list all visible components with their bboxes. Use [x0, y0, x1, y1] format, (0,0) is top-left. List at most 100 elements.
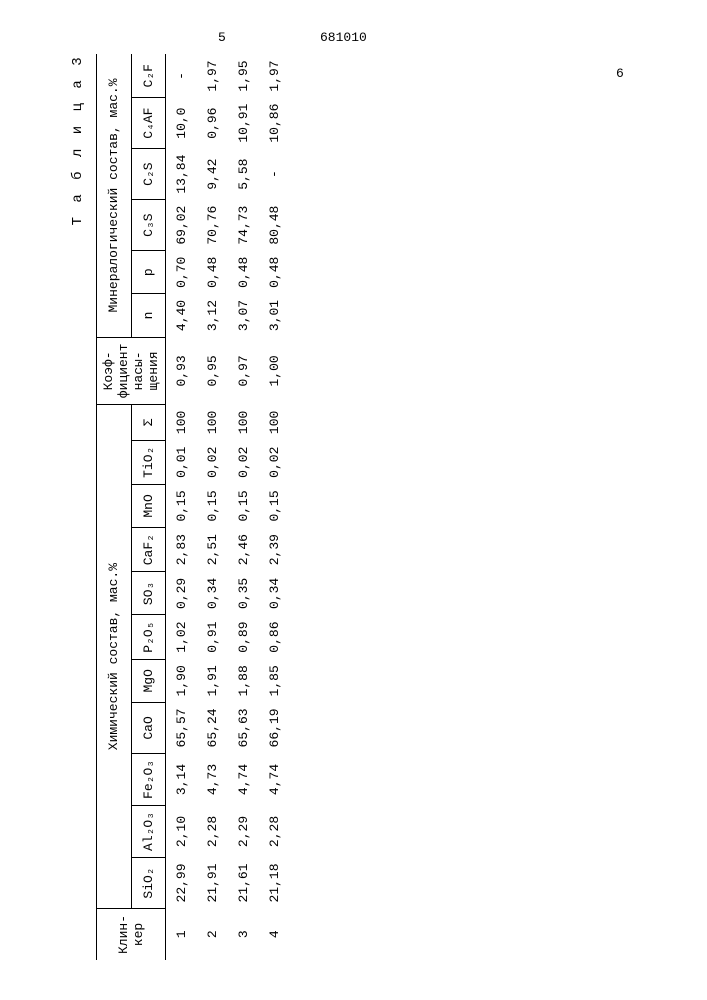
- rotated-table-region: Т а б л и ц а 3 Клин- кер Химический сос…: [72, 54, 290, 960]
- doc-number: 681010: [320, 30, 367, 45]
- table-cell: 66,19: [259, 702, 290, 753]
- col-tio2: TiO₂: [131, 440, 166, 484]
- table-cell: 0,48: [259, 251, 290, 294]
- table-cell: 2,39: [259, 528, 290, 572]
- table-cell: 13,84: [166, 149, 198, 200]
- table-cell: 2: [197, 908, 228, 960]
- table-cell: 5,58: [228, 149, 259, 200]
- table-cell: 100: [259, 405, 290, 440]
- col-sum: Σ: [131, 405, 166, 440]
- table-cell: 9,42: [197, 149, 228, 200]
- table-cell: 0,02: [197, 440, 228, 484]
- table-cell: 0,70: [166, 251, 198, 294]
- table-cell: 21,91: [197, 857, 228, 908]
- table-row: 122,992,103,1465,571,901,020,292,830,150…: [166, 54, 198, 960]
- table-cell: 0,89: [228, 615, 259, 659]
- table-cell: 21,18: [259, 857, 290, 908]
- table-cell: 0,86: [259, 615, 290, 659]
- table-cell: 74,73: [228, 200, 259, 251]
- table-row: 321,612,294,7465,631,880,890,352,460,150…: [228, 54, 259, 960]
- table-cell: 80,48: [259, 200, 290, 251]
- table-cell: 0,01: [166, 440, 198, 484]
- table-cell: 2,51: [197, 528, 228, 572]
- table-cell: 65,63: [228, 702, 259, 753]
- table-row: 421,182,284,7466,191,850,860,342,390,150…: [259, 54, 290, 960]
- table-cell: 0,34: [197, 572, 228, 615]
- right-page-number: 6: [616, 66, 624, 81]
- col-caf2: CaF₂: [131, 528, 166, 572]
- col-c4af: C₄AF: [131, 98, 166, 149]
- table-cell: 65,24: [197, 702, 228, 753]
- col-mno: MnO: [131, 484, 166, 527]
- table-cell: 1,95: [228, 54, 259, 97]
- table-cell: -: [166, 54, 198, 97]
- col-n: n: [131, 294, 166, 337]
- table-cell: 70,76: [197, 200, 228, 251]
- table-cell: 0,35: [228, 572, 259, 615]
- table-cell: 0,96: [197, 98, 228, 149]
- table-caption: Т а б л и ц а 3: [70, 54, 86, 225]
- table-cell: 0,15: [166, 484, 198, 527]
- table-cell: 2,28: [259, 805, 290, 857]
- table-cell: 2,83: [166, 528, 198, 572]
- table-cell: 1,00: [259, 337, 290, 405]
- table-cell: 0,48: [197, 251, 228, 294]
- table-cell: 3,07: [228, 294, 259, 337]
- colgroup-chemical: Химический состав, мас.%: [97, 405, 132, 909]
- table-cell: 100: [197, 405, 228, 440]
- table-cell: 0,95: [197, 337, 228, 405]
- col-c3s: C₃S: [131, 200, 166, 251]
- table-cell: 1,85: [259, 659, 290, 702]
- table-row: 221,912,284,7365,241,910,910,342,510,150…: [197, 54, 228, 960]
- table-cell: 0,34: [259, 572, 290, 615]
- table-cell: 2,29: [228, 805, 259, 857]
- col-coef: Коэф- фициент насы- щения: [97, 337, 166, 405]
- col-mgo: MgO: [131, 659, 166, 702]
- table-cell: 3: [228, 908, 259, 960]
- table-header: Клин- кер Химический состав, мас.% Коэф-…: [97, 54, 166, 960]
- table-cell: 2,28: [197, 805, 228, 857]
- table-cell: 0,02: [228, 440, 259, 484]
- table-cell: 4,40: [166, 294, 198, 337]
- col-c2s: C₂S: [131, 149, 166, 200]
- col-p: p: [131, 251, 166, 294]
- table-cell: 3,01: [259, 294, 290, 337]
- table-cell: 1,91: [197, 659, 228, 702]
- table-cell: 0,02: [259, 440, 290, 484]
- left-page-number: 5: [218, 30, 226, 45]
- table-body: 122,992,103,1465,571,901,020,292,830,150…: [166, 54, 291, 960]
- col-al2o3: Al₂O₃: [131, 805, 166, 857]
- table-cell: 2,10: [166, 805, 198, 857]
- table-cell: 0,97: [228, 337, 259, 405]
- table-cell: 0,29: [166, 572, 198, 615]
- table-cell: 69,02: [166, 200, 198, 251]
- table-cell: 3,12: [197, 294, 228, 337]
- table-cell: 0,15: [259, 484, 290, 527]
- table-cell: 1,88: [228, 659, 259, 702]
- table-cell: 0,91: [197, 615, 228, 659]
- table-cell: 0,15: [228, 484, 259, 527]
- colgroup-mineral: Минералогический состав, мас.%: [97, 54, 132, 337]
- table-cell: 65,57: [166, 702, 198, 753]
- table-cell: 22,99: [166, 857, 198, 908]
- table-cell: 10,0: [166, 98, 198, 149]
- col-cao: CaO: [131, 702, 166, 753]
- col-c2f: C₂F: [131, 54, 166, 97]
- table-cell: 10,86: [259, 98, 290, 149]
- col-so3: SO₃: [131, 572, 166, 615]
- col-fe2o3: Fe₂O₃: [131, 753, 166, 805]
- col-klin: Клин- кер: [97, 908, 166, 960]
- table-cell: 100: [166, 405, 198, 440]
- table-cell: 1: [166, 908, 198, 960]
- table-cell: 21,61: [228, 857, 259, 908]
- col-sio2: SiO₂: [131, 857, 166, 908]
- table-cell: 100: [228, 405, 259, 440]
- table-cell: 10,91: [228, 98, 259, 149]
- table-cell: 1,90: [166, 659, 198, 702]
- composition-table: Клин- кер Химический состав, мас.% Коэф-…: [96, 54, 290, 960]
- table-cell: 4,73: [197, 753, 228, 805]
- table-cell: 1,02: [166, 615, 198, 659]
- table-cell: 4: [259, 908, 290, 960]
- table-cell: 0,15: [197, 484, 228, 527]
- table-cell: 1,97: [259, 54, 290, 97]
